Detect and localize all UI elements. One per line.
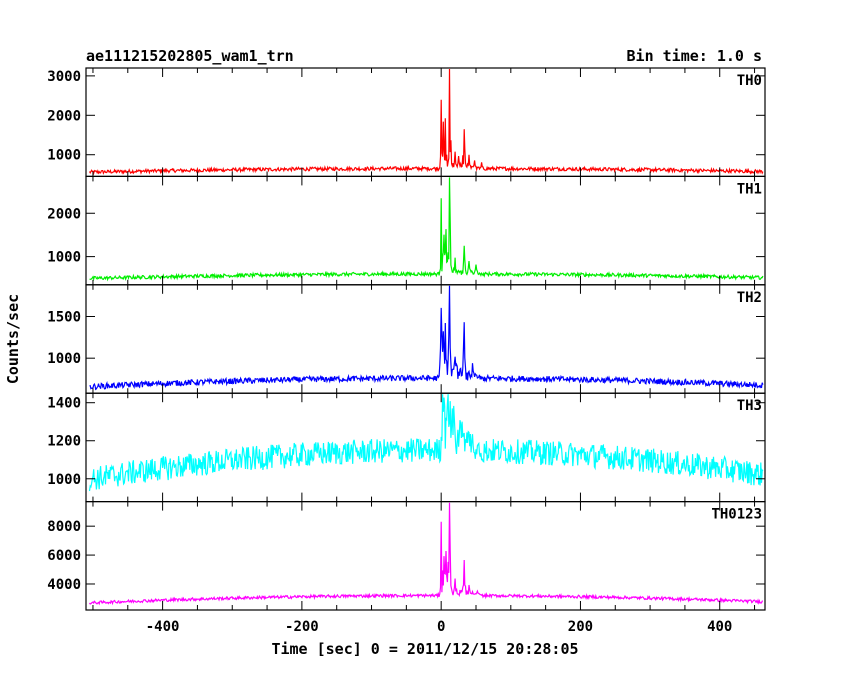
series-line-th2 <box>89 285 764 391</box>
series-line-th0123 <box>88 502 764 606</box>
x-axis-title: Time [sec] 0 = 2011/12/15 20:28:05 <box>271 640 578 658</box>
panel-label-th3: TH3 <box>737 398 762 414</box>
y-tick-label: 1400 <box>47 396 81 412</box>
x-tick-label: 200 <box>568 619 593 635</box>
panel-frame <box>85 501 766 611</box>
x-tick-label: 400 <box>707 619 732 635</box>
y-axis-title: Counts/sec <box>4 294 22 384</box>
panel-label-th2: TH2 <box>737 290 762 306</box>
series-line-th0 <box>88 68 764 176</box>
x-tick-label: 0 <box>437 619 445 635</box>
panel-label-th0123: TH0123 <box>711 507 762 523</box>
y-tick-label: 4000 <box>47 577 81 593</box>
y-tick-label: 2000 <box>47 108 81 124</box>
y-tick-label: 1200 <box>47 434 81 450</box>
series-line-th1 <box>89 177 764 282</box>
panel-frame <box>85 284 766 394</box>
bin-time-label: Bin time: 1.0 s <box>627 47 762 65</box>
series-line-th3 <box>88 394 764 492</box>
y-tick-label: 3000 <box>47 69 81 85</box>
chart-title: ae111215202805_wam1_trn <box>86 47 294 65</box>
y-tick-label: 6000 <box>47 548 81 564</box>
x-tick-label: -200 <box>285 619 319 635</box>
y-tick-label: 1000 <box>47 351 81 367</box>
panel-frame <box>85 175 766 286</box>
y-tick-label: 2000 <box>47 206 81 222</box>
panel-frame <box>85 67 766 178</box>
y-tick-label: 1000 <box>47 472 81 488</box>
panel-label-th1: TH1 <box>737 181 762 197</box>
y-tick-label: 1000 <box>47 250 81 266</box>
y-tick-label: 1500 <box>47 309 81 325</box>
panel-label-th0: TH0 <box>737 73 762 89</box>
x-tick-label: -400 <box>146 619 180 635</box>
y-tick-label: 8000 <box>47 519 81 535</box>
y-tick-label: 1000 <box>47 148 81 164</box>
